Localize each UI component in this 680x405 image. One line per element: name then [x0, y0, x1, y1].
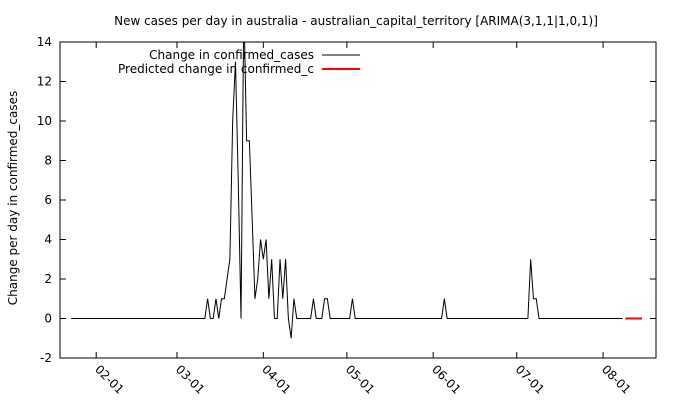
legend-label: Predicted change in confirmed_c [118, 62, 314, 76]
x-tick-label: 05-01 [343, 362, 378, 397]
x-tick-label: 07-01 [513, 362, 548, 397]
x-tick-label: 03-01 [173, 362, 208, 397]
x-tick-label: 08-01 [599, 362, 634, 397]
chart-title: New cases per day in australia - austral… [114, 14, 598, 28]
y-tick-label: 4 [44, 233, 52, 247]
y-tick-label: 8 [44, 154, 52, 168]
y-tick-label: 14 [37, 35, 52, 49]
y-tick-label: 2 [44, 272, 52, 286]
plot-frame [59, 41, 657, 359]
y-tick-label: 12 [37, 75, 52, 89]
x-tick-label: 06-01 [429, 362, 464, 397]
y-tick-label: 6 [44, 193, 52, 207]
legend-label: Change in confirmed_cases [149, 48, 314, 62]
y-tick-label: -2 [40, 351, 52, 365]
y-tick-label: 0 [44, 312, 52, 326]
series-line-confirmed-cases [71, 42, 623, 339]
x-tick-label: 04-01 [259, 362, 294, 397]
y-axis-title: Change per day in confirmed_cases [6, 91, 20, 306]
y-tick-label: 10 [37, 114, 52, 128]
x-tick-label: 02-01 [92, 362, 127, 397]
